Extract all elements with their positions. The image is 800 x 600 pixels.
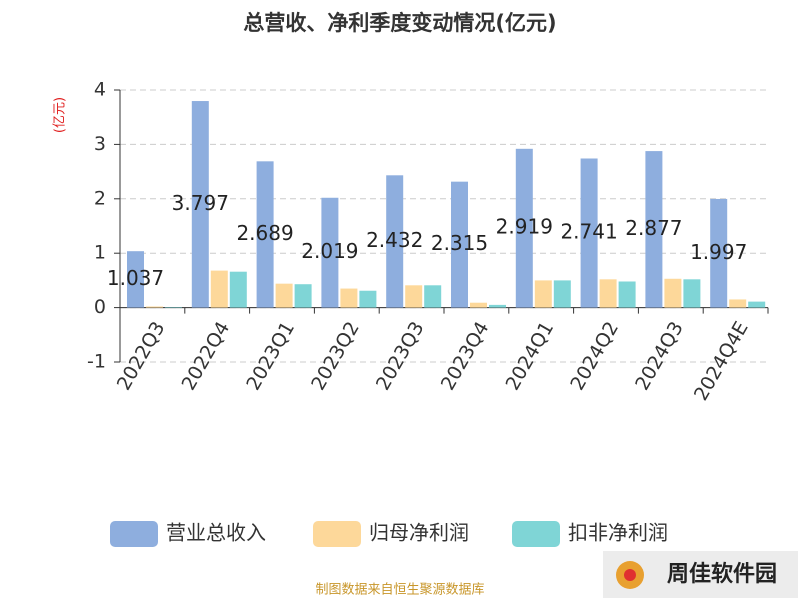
bar [553,280,571,308]
x-tick-label: 2022Q3 [113,318,170,394]
x-tick-label: 2024Q4E [690,318,753,405]
legend-label: 归母净利润 [369,521,469,545]
bar [256,161,274,308]
data-label: 2.019 [301,239,358,263]
bar [165,307,182,308]
y-tick-label: 1 [94,242,106,264]
data-label: 2.315 [431,231,488,255]
bar [580,158,598,308]
bar [146,306,163,308]
data-label: 3.797 [172,191,229,215]
bar [710,198,728,308]
legend-label: 营业总收入 [166,521,266,545]
data-label: 1.997 [690,240,747,264]
y-tick-label: 4 [94,79,106,101]
x-tick-label: 2024Q3 [631,318,688,394]
source: 制图数据来自恒生聚源数据库 [315,582,484,598]
data-label: 2.432 [366,228,423,252]
legend-label: 扣非净利润 [568,521,668,545]
bar [424,285,442,308]
legend-swatch [512,521,560,547]
x-tick-label: 2023Q2 [307,318,364,394]
x-tick-label: 2023Q4 [437,318,494,394]
bar [645,151,663,308]
bar [127,251,144,308]
x-tick-label: 2024Q2 [566,318,623,394]
bar [294,284,312,308]
data-label: 2.877 [625,216,682,240]
x-tick-label: 2022Q4 [178,318,235,394]
x-tick-label: 2023Q3 [372,318,429,394]
bar [210,270,228,308]
bar [618,281,636,308]
bar [748,301,766,308]
bar [664,278,682,308]
data-label: 2.919 [496,215,553,239]
y-axis-label: (亿元) [53,97,68,133]
watermark-icon-center [624,569,636,581]
y-tick-label: 2 [94,187,106,209]
bar [729,299,747,308]
chart-title: 总营收、净利季度变动情况(亿元) [243,11,556,35]
y-tick-label: 3 [94,133,106,155]
data-label: 2.689 [236,221,293,245]
y-tick-label: 0 [94,296,106,318]
bar [470,302,487,308]
bar [359,290,377,308]
bar [451,181,468,308]
bar [275,283,293,308]
bar [683,279,701,308]
bar [489,304,506,308]
watermark: 周佳软件园 [667,561,777,587]
bar [599,279,617,308]
bar [405,285,423,308]
bar [386,175,404,308]
y-tick-label: -1 [87,351,106,373]
bar [534,280,552,308]
x-tick-label: 2024Q1 [502,318,559,394]
data-label: 2.741 [560,220,617,244]
bar [229,271,247,308]
legend-swatch [313,521,361,547]
bar [340,288,358,308]
bar [321,197,339,308]
data-label: 1.037 [107,266,164,290]
bar [515,148,533,308]
x-tick-label: 2023Q1 [242,318,299,394]
bar [191,101,209,308]
legend-swatch [110,521,158,547]
